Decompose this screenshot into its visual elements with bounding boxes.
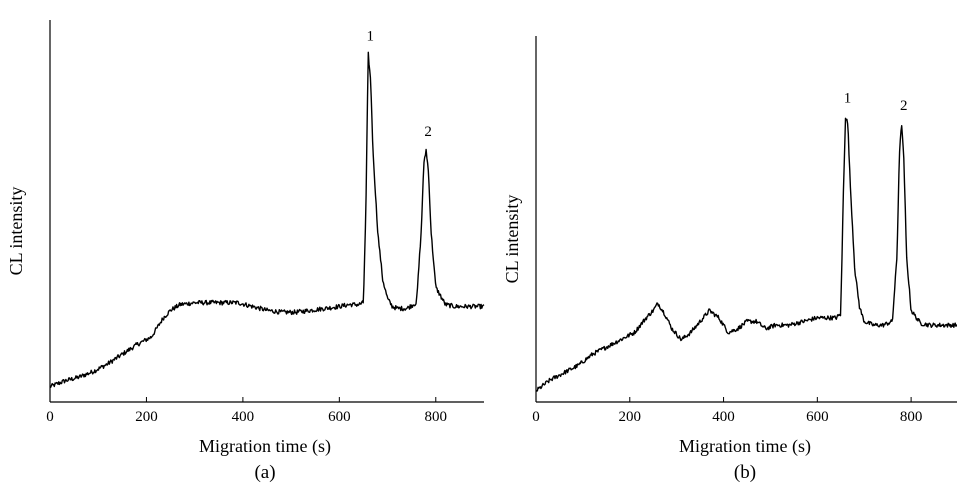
series-line-0 [535,117,957,392]
peak-label-2: 2 [900,98,908,114]
x-axis-title: Migration time (s) [679,436,811,457]
y-axis-title: CL intensity [502,195,522,284]
x-tick-label: 200 [619,409,642,425]
x-tick-label: 600 [806,409,829,425]
peak-label-1: 1 [844,91,852,107]
x-tick-label: 800 [900,409,923,425]
panel-label: (b) [734,462,756,483]
x-tick-label: 400 [232,409,255,425]
series-line-0 [49,51,485,388]
x-tick-label: 0 [46,409,54,425]
x-tick-label: 400 [712,409,735,425]
y-axis-title: CL intensity [6,187,26,276]
x-tick-label: 0 [532,409,540,425]
peak-label-2: 2 [424,124,432,140]
x-tick-label: 600 [328,409,351,425]
x-axis-title: Migration time (s) [199,436,331,457]
x-tick-label: 200 [135,409,158,425]
panel-label: (a) [254,462,275,483]
peak-label-1: 1 [367,28,375,44]
x-tick-label: 800 [425,409,448,425]
chart-panel-1: 0 200 400 600 800 Migration time (s) CL intens… [502,36,957,483]
chart-panel-0: 0 200 400 600 800 Migration time (s) CL intens… [6,20,485,483]
